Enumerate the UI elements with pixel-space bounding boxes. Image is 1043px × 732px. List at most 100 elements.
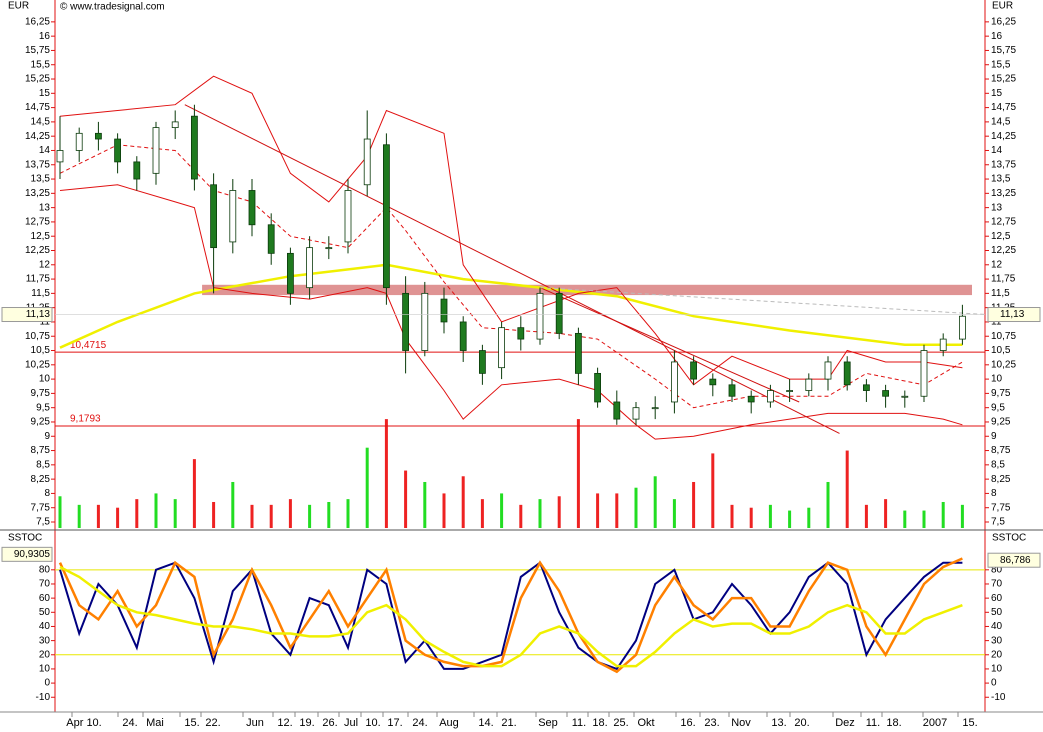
volume-bar bbox=[845, 450, 849, 528]
last-price-box-left bbox=[1, 307, 53, 323]
y-tick-label-right: 14,5 bbox=[991, 117, 1011, 128]
volume-bar bbox=[288, 499, 292, 528]
candle-body bbox=[959, 315, 966, 340]
y-tick-label-right: 20 bbox=[991, 649, 1003, 660]
x-tick-label: 16. bbox=[680, 717, 695, 729]
y-tick-label-right: 50 bbox=[991, 607, 1003, 618]
y-tick-label-right: 7,5 bbox=[991, 517, 1005, 528]
x-tick-label: Okt bbox=[637, 717, 654, 729]
x-tick-label: 11. bbox=[572, 717, 586, 729]
volume-bar bbox=[692, 481, 696, 528]
x-tick-label: 24. bbox=[122, 717, 137, 729]
y-tick-label: 11,75 bbox=[26, 274, 51, 285]
y-tick-label-right: 12,75 bbox=[991, 217, 1016, 228]
x-tick-label: 22. bbox=[205, 717, 220, 729]
volume-bar bbox=[576, 419, 580, 528]
volume-bar bbox=[557, 496, 561, 528]
volume-bar bbox=[173, 499, 177, 528]
y-tick-label: 50 bbox=[39, 607, 51, 618]
x-tick-label: Jun bbox=[246, 717, 264, 729]
x-tick-label: Dez bbox=[835, 717, 855, 729]
candle-body bbox=[709, 378, 717, 386]
last-value-left: 90,9305 bbox=[14, 549, 51, 560]
last-value-right: 86,786 bbox=[1000, 555, 1031, 566]
volume-bar bbox=[461, 476, 465, 528]
y-tick-label: -10 bbox=[36, 692, 51, 703]
currency-right: EUR bbox=[992, 1, 1013, 12]
y-tick-label-right: 15,75 bbox=[991, 45, 1016, 56]
x-tick-label: 24. bbox=[412, 717, 427, 729]
overlay-line bbox=[59, 263, 963, 349]
volume-bar bbox=[116, 507, 120, 528]
x-tick-label: 18. bbox=[592, 717, 607, 729]
y-tick-label-right: 10 bbox=[991, 374, 1003, 385]
x-tick-label: 21. bbox=[501, 717, 516, 729]
candle-body bbox=[95, 132, 102, 140]
volume-bar bbox=[538, 499, 542, 528]
panel-label-right: SSTOC bbox=[992, 533, 1026, 544]
candle-body bbox=[786, 390, 793, 392]
last-price-right: 11,13 bbox=[1000, 309, 1025, 320]
volume-bar bbox=[77, 504, 81, 528]
volume-bar bbox=[365, 447, 369, 528]
volume-bar bbox=[672, 499, 676, 528]
candle-body bbox=[75, 132, 83, 151]
y-tick-label-right: 9 bbox=[991, 431, 997, 442]
y-tick-label: 13,25 bbox=[25, 188, 50, 199]
y-tick-label: 10 bbox=[39, 664, 51, 675]
x-tick-label: 15. bbox=[962, 717, 977, 729]
y-tick-label-right: 8 bbox=[991, 488, 997, 499]
volume-bar bbox=[423, 481, 427, 528]
candle-body bbox=[517, 327, 525, 340]
x-tick-label: 2007 bbox=[923, 717, 947, 729]
y-tick-label-right: 10 bbox=[991, 664, 1003, 675]
y-tick-label: 7,75 bbox=[31, 502, 51, 513]
volume-bar bbox=[788, 510, 792, 528]
x-tick-label: 10. bbox=[365, 717, 380, 729]
y-tick-label-right: 13,25 bbox=[991, 188, 1016, 199]
y-tick-label-right: 10,25 bbox=[991, 359, 1016, 370]
volume-bar bbox=[269, 504, 273, 528]
y-tick-label-right: 13,75 bbox=[991, 159, 1016, 170]
volume-bar bbox=[404, 470, 408, 528]
volume-bar bbox=[807, 507, 811, 528]
y-tick-label: 14,5 bbox=[31, 117, 51, 128]
y-tick-label: 40 bbox=[39, 621, 51, 632]
resistance-zone bbox=[202, 284, 972, 296]
copyright: © www.tradesignal.com bbox=[60, 2, 165, 13]
volume-bar bbox=[826, 481, 830, 528]
x-tick-label: 13. bbox=[771, 717, 786, 729]
y-tick-label: 13,5 bbox=[31, 174, 51, 185]
x-tick-label: 17. bbox=[387, 717, 402, 729]
candle-body bbox=[229, 190, 237, 243]
volume-bar bbox=[864, 504, 868, 528]
y-tick-label-right: 12,5 bbox=[991, 231, 1011, 242]
y-tick-label: 14,25 bbox=[25, 131, 50, 142]
candle-body bbox=[671, 361, 678, 403]
candle-body bbox=[536, 292, 544, 340]
y-tick-label-right: 11,75 bbox=[991, 274, 1016, 285]
y-tick-label: 11,5 bbox=[31, 288, 50, 299]
volume-bar bbox=[212, 501, 216, 528]
x-tick-label: 14. bbox=[478, 717, 493, 729]
candle-body bbox=[805, 378, 813, 391]
candle-body bbox=[267, 224, 275, 254]
volume-bar bbox=[250, 504, 254, 528]
volume-bar bbox=[192, 459, 196, 528]
y-tick-label-right: 14,25 bbox=[991, 131, 1016, 142]
y-tick-label-right: 11 bbox=[991, 317, 1002, 328]
candle-body bbox=[306, 247, 314, 289]
candle-body bbox=[939, 338, 947, 351]
volume-bar bbox=[135, 499, 139, 528]
y-tick-label-right: 7,75 bbox=[991, 502, 1011, 513]
candle-body bbox=[56, 150, 64, 163]
last-price-box-right bbox=[987, 307, 1041, 323]
y-tick-label-right: 16,25 bbox=[991, 17, 1016, 28]
y-tick-label: 8 bbox=[44, 488, 50, 499]
volume-bar bbox=[308, 504, 312, 528]
candle-body bbox=[382, 144, 390, 289]
y-tick-label: 15,25 bbox=[25, 74, 50, 85]
volume-bar bbox=[749, 507, 753, 528]
y-tick-label: 9 bbox=[44, 431, 50, 442]
y-tick-label-right: 9,75 bbox=[991, 388, 1011, 399]
